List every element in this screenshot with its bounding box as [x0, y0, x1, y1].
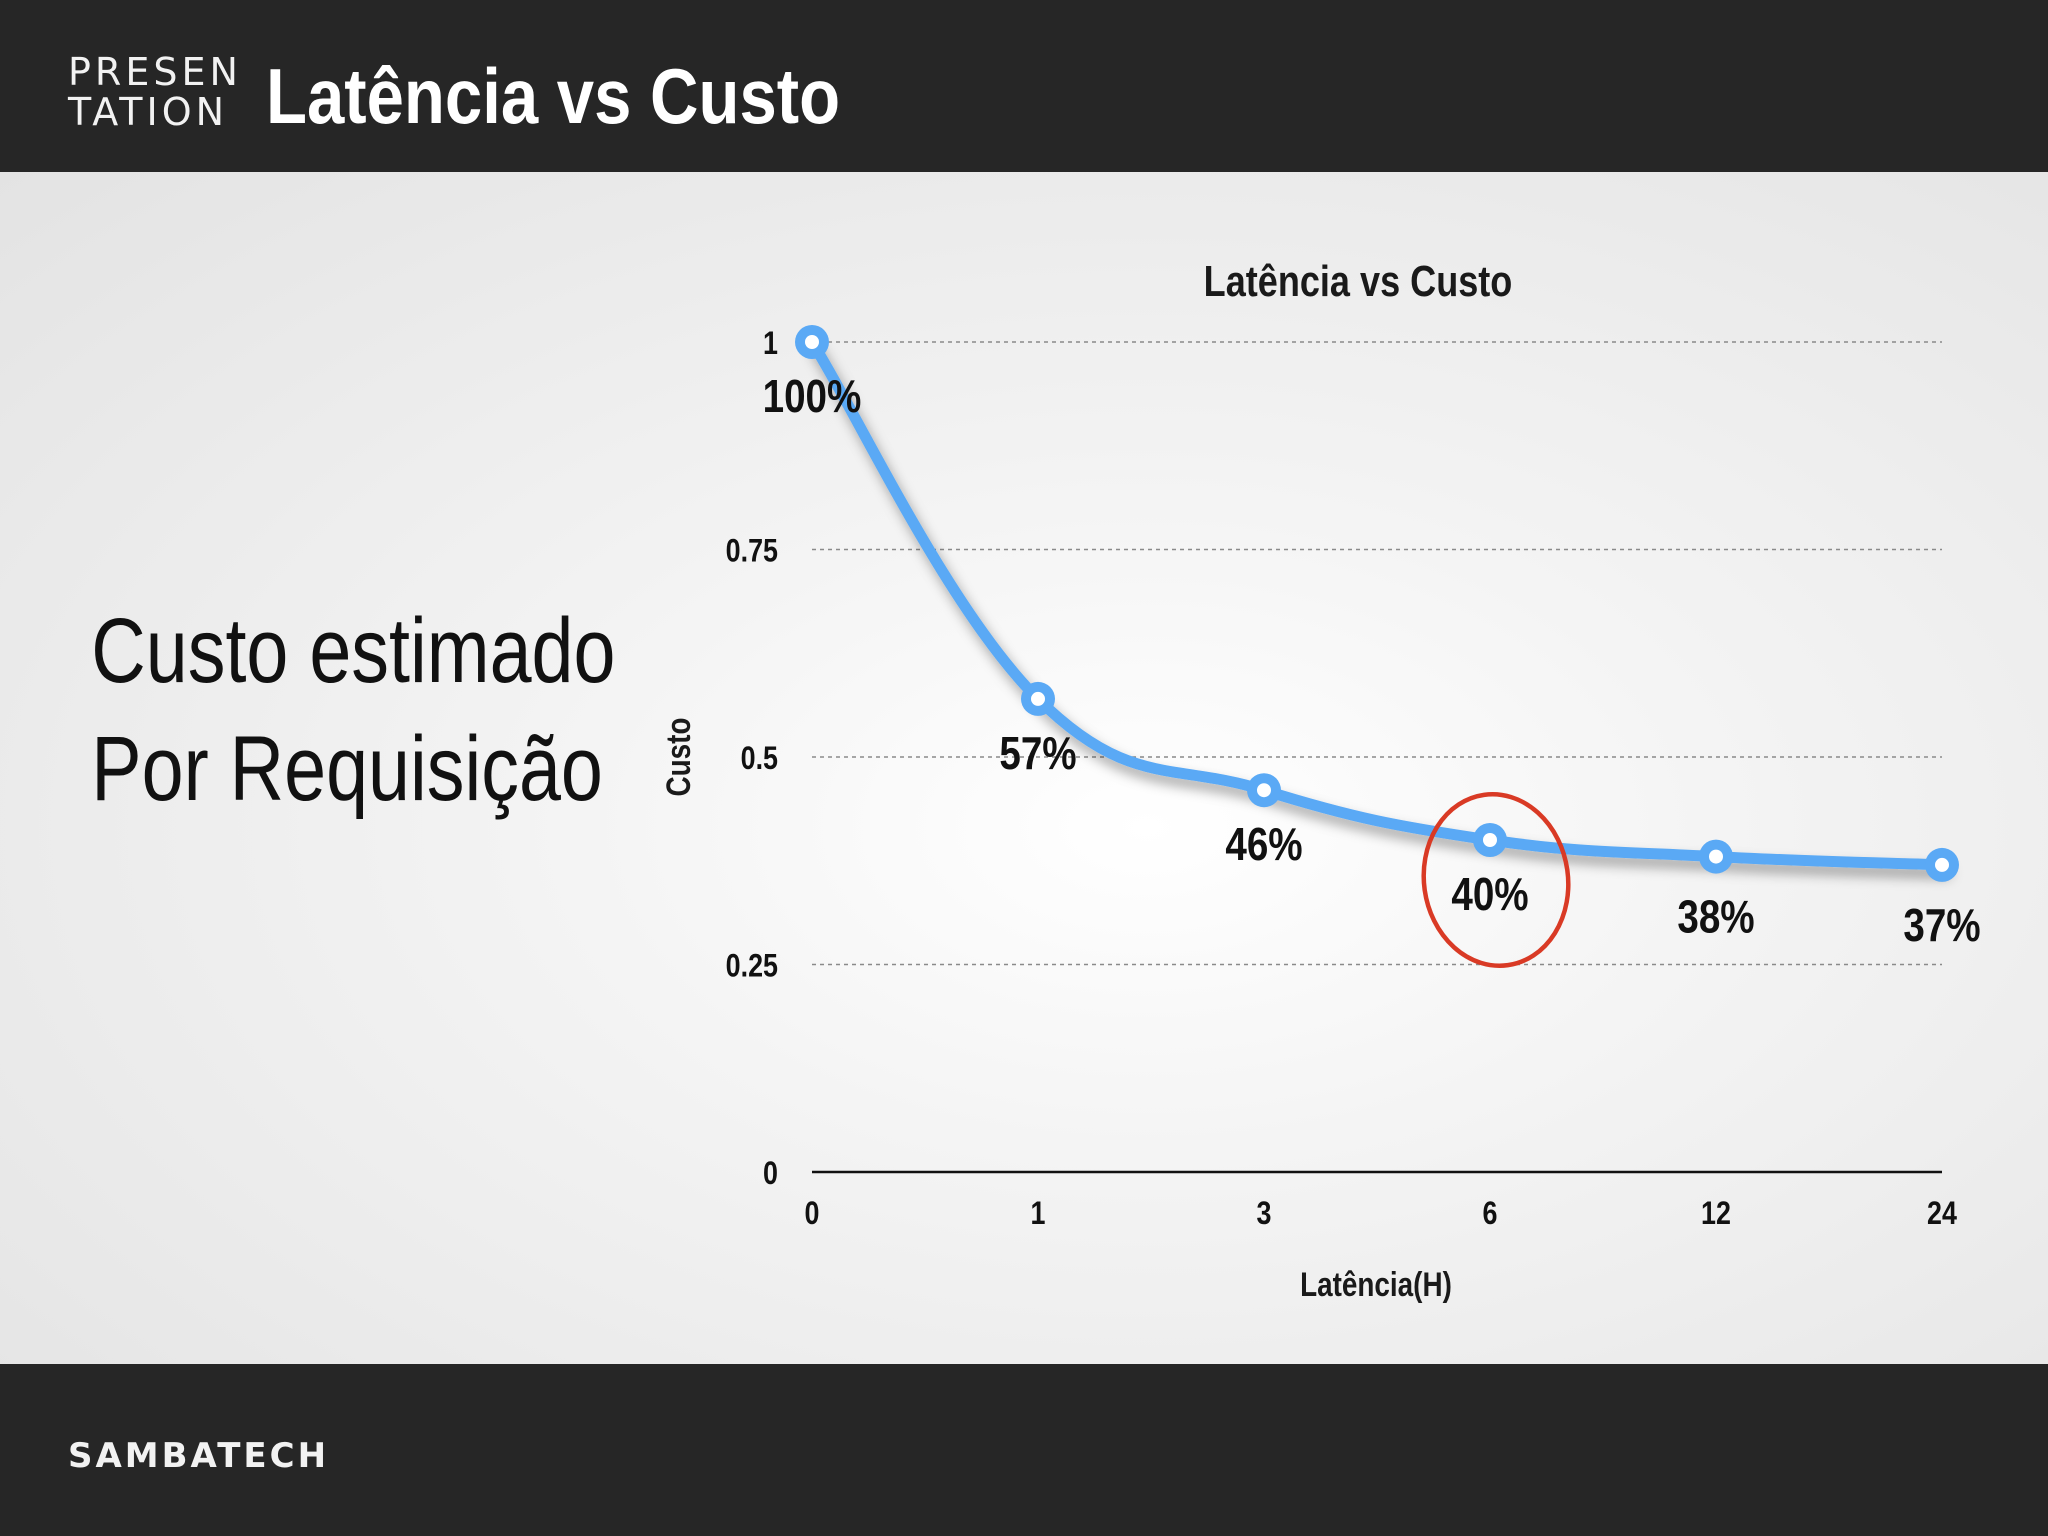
chart-title: Latência vs Custo [1204, 257, 1513, 306]
data-point-center [1935, 857, 1949, 872]
data-point-center [1709, 849, 1723, 864]
x-tick-label: 12 [1701, 1196, 1731, 1232]
grid-lines [812, 341, 1942, 966]
data-point-center [1031, 691, 1045, 706]
y-tick-label: 0.75 [726, 533, 778, 569]
highlight-circle [1421, 791, 1571, 969]
data-point-center [1257, 783, 1271, 798]
y-axis-label: Custo [659, 718, 697, 797]
axes: 0 0.25 0.5 0.75 1 0 1 3 6 12 24 [726, 326, 1958, 1232]
x-axis-label: Latência(H) [1300, 1265, 1452, 1303]
y-tick-label: 0 [763, 1156, 778, 1192]
x-tick-label: 24 [1927, 1196, 1957, 1232]
series-cost [795, 325, 1959, 882]
left-caption: Custo estimado Por Requisição [91, 592, 616, 828]
data-labels: 100% 57% 46% 40% 38% 37% [763, 371, 1981, 969]
logo-line-2: TATION [68, 90, 229, 134]
slide-title: Latência vs Custo [266, 52, 841, 140]
series-line [806, 336, 1948, 871]
data-label: 40% [1451, 869, 1528, 920]
data-point-center [1483, 833, 1497, 847]
x-tick-label: 6 [1483, 1196, 1498, 1232]
presentation-logo: PRESEN TATION [68, 52, 242, 132]
sambatech-logo: SAMBATECH [68, 1436, 330, 1476]
y-tick-label: 0.5 [741, 741, 778, 777]
data-label: 46% [1225, 819, 1302, 870]
caption-line-1: Custo estimado [91, 600, 616, 702]
data-label: 38% [1677, 891, 1754, 942]
x-tick-label: 1 [1031, 1196, 1046, 1232]
x-tick-label: 0 [805, 1196, 820, 1232]
data-label: 100% [763, 371, 862, 422]
y-tick-label: 1 [763, 326, 778, 362]
data-label: 57% [999, 728, 1076, 779]
y-tick-label: 0.25 [726, 948, 778, 984]
data-point-center [805, 335, 819, 349]
top-bar: PRESEN TATION Latência vs Custo [0, 0, 2048, 172]
slide-content: Custo estimado Por Requisição [0, 172, 2048, 1364]
x-tick-label: 3 [1257, 1196, 1272, 1232]
caption-line-2: Por Requisição [91, 718, 603, 820]
data-label: 37% [1903, 900, 1980, 951]
bottom-bar: SAMBATECH [0, 1364, 2048, 1536]
logo-line-1: PRESEN [68, 50, 242, 94]
